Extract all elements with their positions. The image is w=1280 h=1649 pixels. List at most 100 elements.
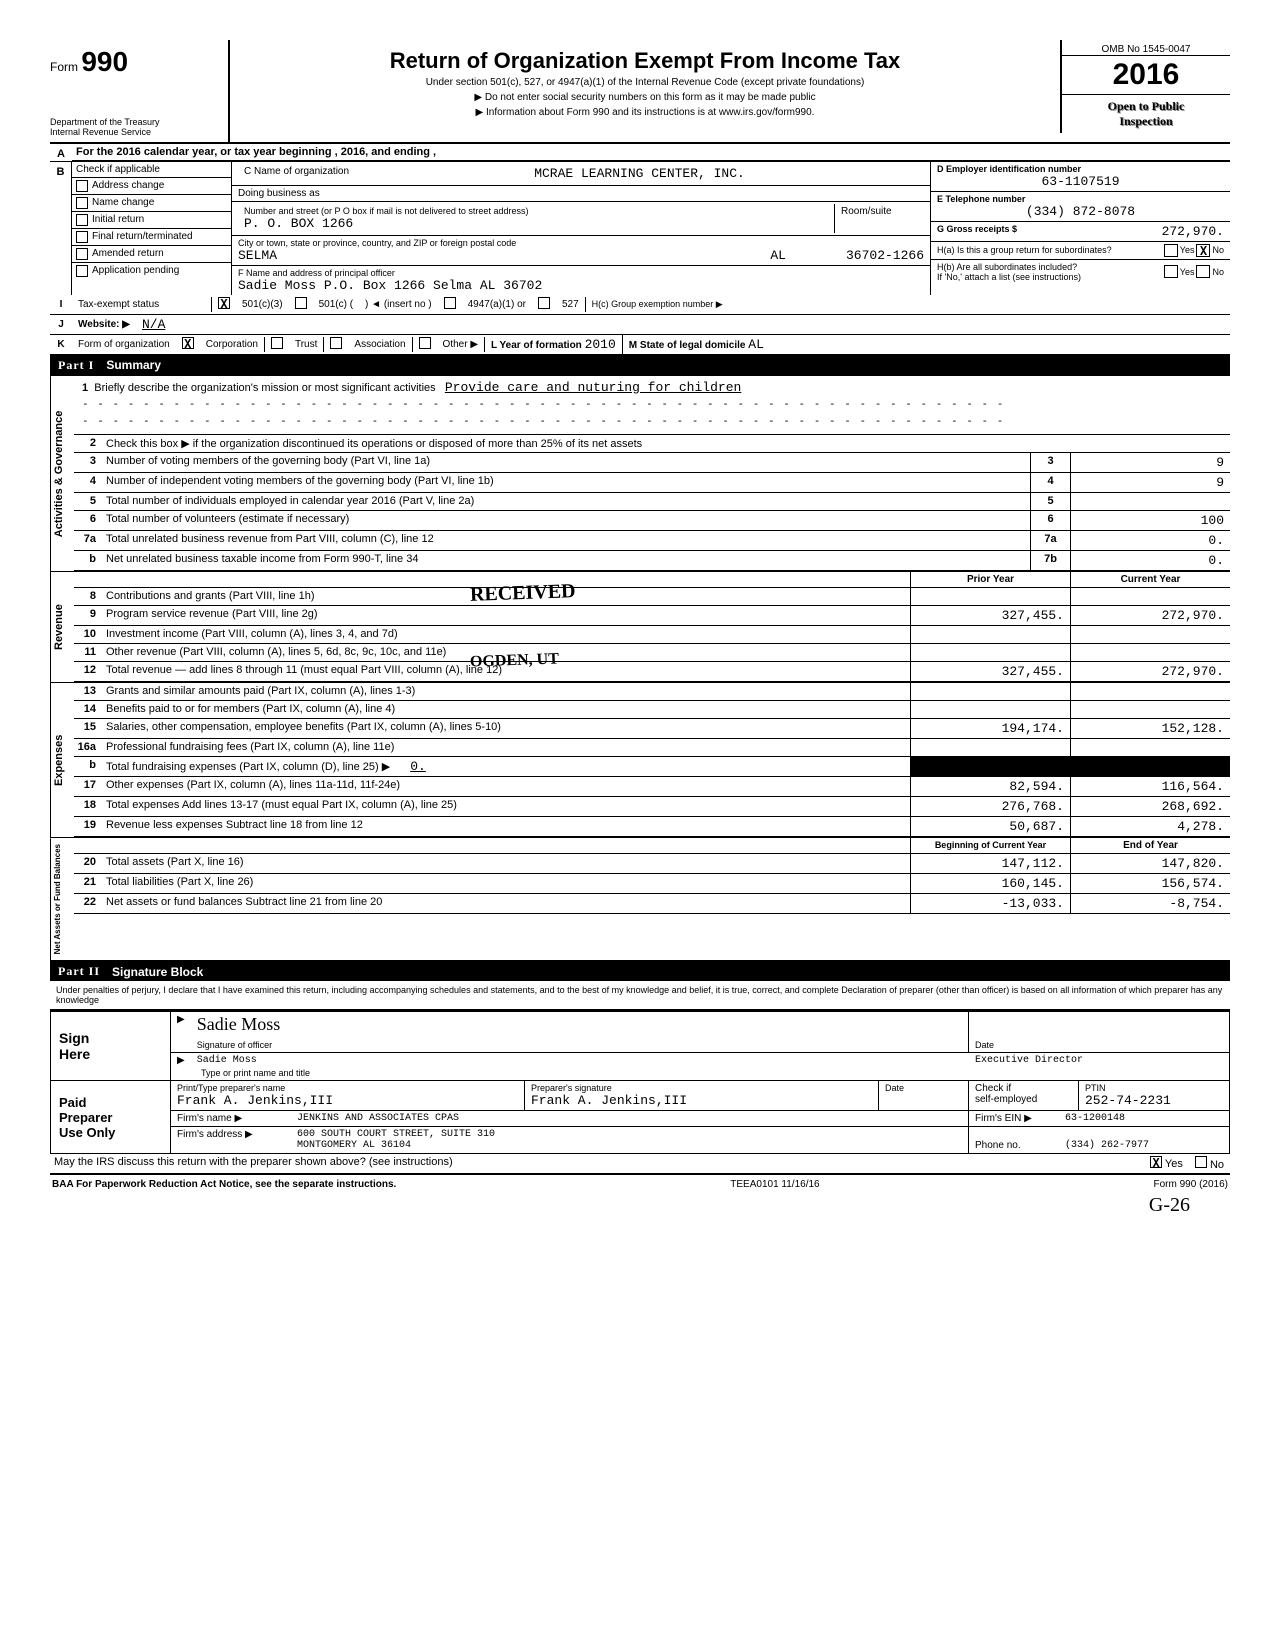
handwritten-note: G-26 [50,1194,1230,1217]
chk-other[interactable] [419,337,431,349]
label-k: K [50,337,72,352]
prep-name: Frank A. Jenkins,III [177,1093,518,1108]
state-domicile-label: M State of legal domicile [629,340,746,351]
city-label: City or town, state or province, country… [238,238,924,248]
mission-label: Briefly describe the organization's miss… [94,382,435,394]
data-line: 16a Professional fundraising fees (Part … [74,739,1230,757]
data-line: 20 Total assets (Part X, line 16) 147,11… [74,854,1230,874]
firm-addr2: MONTGOMERY AL 36104 [297,1140,962,1151]
omb-number: OMB No 1545-0047 [1062,44,1230,55]
hb-yes[interactable] [1164,265,1178,278]
footer: BAA For Paperwork Reduction Act Notice, … [50,1175,1230,1194]
chk-initial-return[interactable] [76,214,88,226]
form-of-org-row: K Form of organization X Corporation Tru… [50,335,1230,356]
data-line: 14 Benefits paid to or for members (Part… [74,701,1230,719]
chk-assoc[interactable] [330,337,342,349]
hb-no[interactable] [1196,265,1210,278]
data-line: 12 Total revenue — add lines 8 through 1… [74,662,1230,682]
typed-title: Executive Director [969,1053,1229,1068]
chk-501c3[interactable]: X [218,297,230,309]
tri-icon-2: ▶ [171,1053,191,1068]
header-info-block: B Check if applicable Address change Nam… [50,162,1230,295]
inspection: Inspection [1062,114,1230,129]
chk-501c[interactable] [295,297,307,309]
check-applicable-label: Check if applicable [72,162,231,178]
form-left-box: Form 990 Department of the Treasury Inte… [50,40,230,142]
website-value: N/A [136,315,171,334]
chk-address-change[interactable] [76,180,88,192]
chk-amended[interactable] [76,248,88,260]
right-info-column: D Employer identification number 63-1107… [930,162,1230,295]
label-i: I [50,297,72,312]
firm-name: JENKINS AND ASSOCIATES CPAS [291,1111,969,1126]
chk-4947[interactable] [444,297,456,309]
data-line: 11 Other revenue (Part VIII, column (A),… [74,644,1230,662]
data-line: 13 Grants and similar amounts paid (Part… [74,683,1230,701]
gross-receipts-label: G Gross receipts $ [937,224,1017,239]
label-b: B [50,162,72,295]
opt-assoc: Association [348,337,412,352]
label-j: J [50,317,72,332]
checkbox-column: Check if applicable Address change Name … [72,162,232,295]
chk-final-return[interactable] [76,231,88,243]
lbl-amended: Amended return [92,248,164,259]
form-bullet2: ▶ Information about Form 990 and its ins… [240,106,1050,119]
form-title-box: Return of Organization Exempt From Incom… [230,40,1060,123]
opt-501c: 501(c) ( [313,297,359,312]
lbl-initial-return: Initial return [92,214,144,225]
firm-addr-label: Firm's address ▶ [171,1127,291,1153]
ha-no[interactable]: X [1196,244,1210,257]
gov-line: 4 Number of independent voting members o… [74,473,1230,493]
net-assets-section: Net Assets or Fund Balances Beginning of… [50,837,1230,962]
no-label: No [1210,1159,1224,1171]
paid-preparer-label: Paid Preparer Use Only [51,1081,171,1153]
street-address: P. O. BOX 1266 [244,216,828,231]
discuss-yes[interactable]: X [1150,1156,1162,1168]
chk-corp[interactable]: X [182,337,194,349]
ptin-label: PTIN [1085,1083,1223,1093]
form-number: 990 [81,46,128,77]
name-label: C Name of organization [238,164,355,183]
phone-label: E Telephone number [937,194,1224,204]
data-line: 10 Investment income (Part VIII, column … [74,626,1230,644]
form-subtitle: Under section 501(c), 527, or 4947(a)(1)… [240,76,1050,89]
gov-line: 7a Total unrelated business revenue from… [74,531,1230,551]
data-line: 21 Total liabilities (Part X, line 26) 1… [74,874,1230,894]
prep-signature: Frank A. Jenkins,III [531,1093,872,1108]
mission-text: Provide care and nuturing for children [445,380,741,395]
activities-governance-section: Activities & Governance 1 Briefly descri… [50,375,1230,571]
side-net-assets: Net Assets or Fund Balances [50,838,74,960]
data-line: 19 Revenue less expenses Subtract line 1… [74,817,1230,837]
hb-note: If 'No,' attach a list (see instructions… [937,272,1164,282]
current-year-header: Current Year [1070,572,1230,587]
firm-ein: 63-1200148 [1059,1111,1229,1126]
data-line: 8 Contributions and grants (Part VIII, l… [74,588,1230,606]
year-formation: 2010 [585,337,616,352]
firm-ein-label: Firm's EIN ▶ [969,1111,1059,1126]
prep-sig-label: Preparer's signature [531,1083,872,1093]
chk-pending[interactable] [76,265,88,277]
state-domicile: AL [748,337,764,352]
chk-name-change[interactable] [76,197,88,209]
end-year-header: End of Year [1070,838,1230,853]
dept-line2: Internal Revenue Service [50,128,220,138]
year-formation-label: L Year of formation [491,340,582,351]
chk-527[interactable] [538,297,550,309]
tri-icon: ▶ [171,1012,191,1052]
gov-line: 6 Total number of volunteers (estimate i… [74,511,1230,531]
org-name: MCRAE LEARNING CENTER, INC. [355,164,924,183]
expenses-section: Expenses 13 Grants and similar amounts p… [50,682,1230,837]
type-print-label: Type or print name and title [171,1068,1229,1080]
chk-trust[interactable] [271,337,283,349]
officer-signature: Sadie Moss [197,1014,962,1040]
footer-baa: BAA For Paperwork Reduction Act Notice, … [52,1179,396,1190]
discuss-label: May the IRS discuss this return with the… [50,1154,1144,1173]
discuss-no[interactable] [1195,1156,1207,1168]
phone-value: (334) 872-8078 [937,204,1224,219]
line2-text: Check this box ▶ if the organization dis… [102,435,1230,452]
city: SELMA [238,248,277,263]
form-org-label: Form of organization [72,337,176,352]
ha-yes[interactable] [1164,244,1178,257]
lbl-name-change: Name change [92,197,154,208]
gov-line: b Net unrelated business taxable income … [74,551,1230,571]
